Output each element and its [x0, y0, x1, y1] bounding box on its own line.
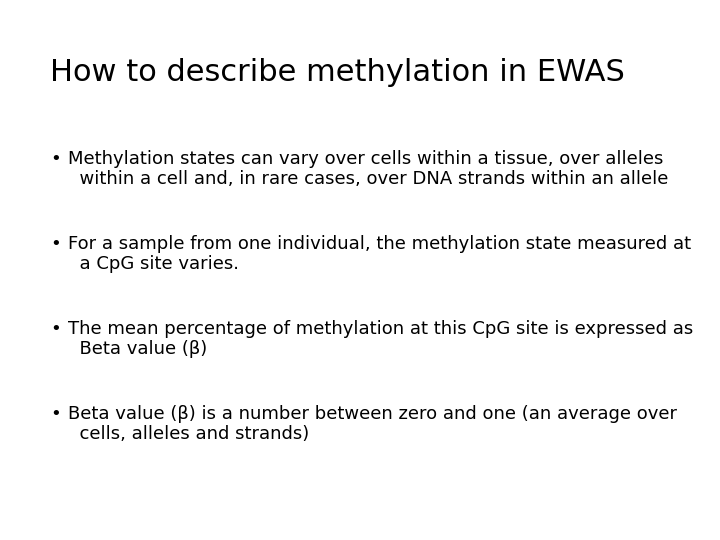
Text: Methylation states can vary over cells within a tissue, over alleles: Methylation states can vary over cells w… — [68, 150, 663, 168]
Text: The mean percentage of methylation at this CpG site is expressed as: The mean percentage of methylation at th… — [68, 320, 693, 338]
Text: How to describe methylation in EWAS: How to describe methylation in EWAS — [50, 58, 625, 87]
Text: Beta value (β): Beta value (β) — [68, 340, 207, 358]
Text: For a sample from one individual, the methylation state measured at: For a sample from one individual, the me… — [68, 235, 691, 253]
Text: a CpG site varies.: a CpG site varies. — [68, 255, 239, 273]
Text: •: • — [50, 405, 60, 423]
Text: •: • — [50, 320, 60, 338]
Text: •: • — [50, 235, 60, 253]
Text: cells, alleles and strands): cells, alleles and strands) — [68, 425, 310, 443]
Text: Beta value (β) is a number between zero and one (an average over: Beta value (β) is a number between zero … — [68, 405, 677, 423]
Text: within a cell and, in rare cases, over DNA strands within an allele: within a cell and, in rare cases, over D… — [68, 170, 668, 188]
Text: •: • — [50, 150, 60, 168]
